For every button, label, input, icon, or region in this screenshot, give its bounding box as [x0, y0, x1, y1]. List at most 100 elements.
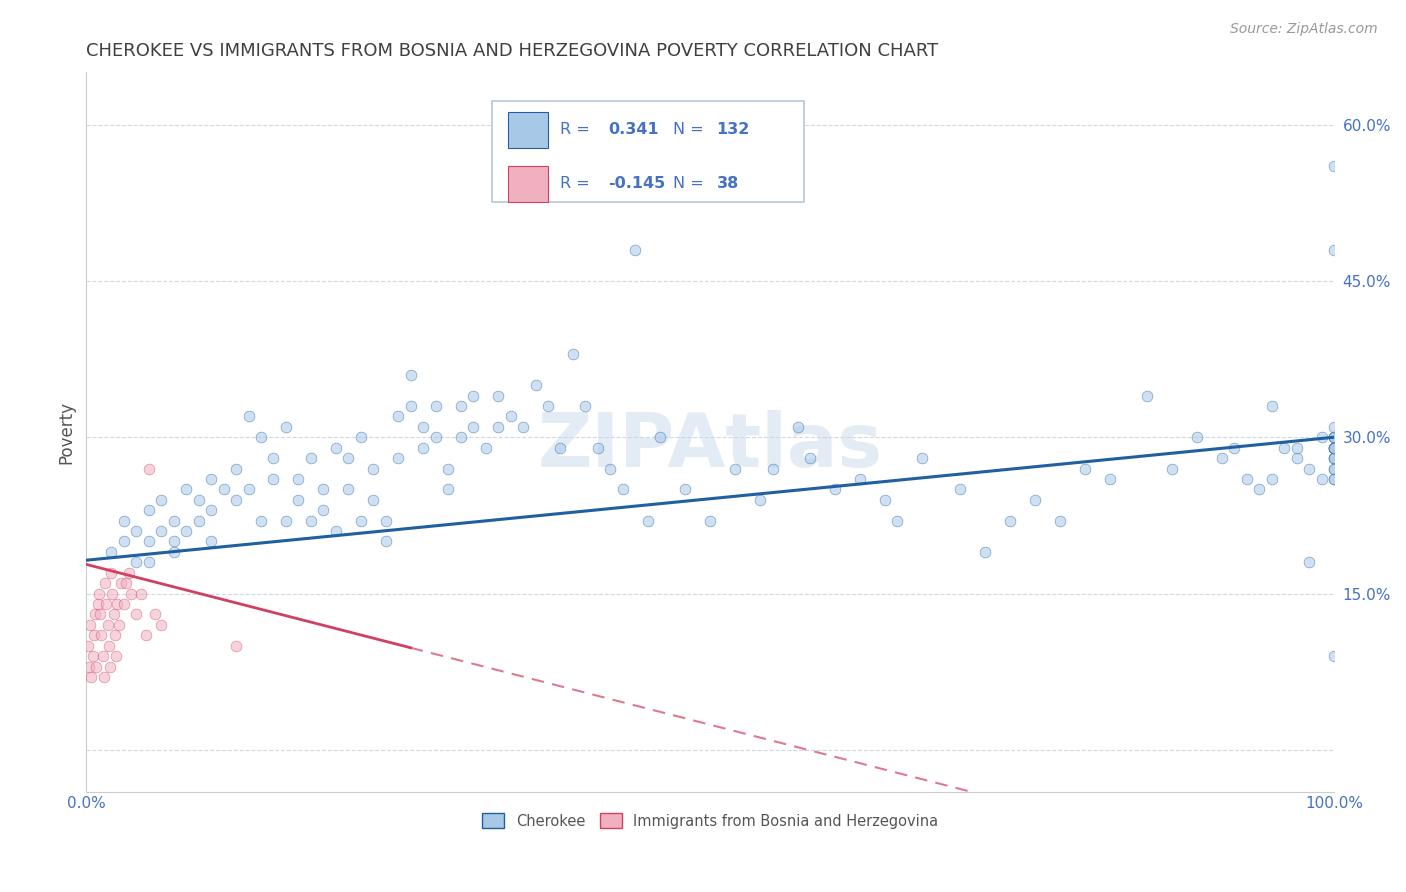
- Point: [80, 670, 103, 684]
- Point: [299, 514, 322, 528]
- Point: [163, 514, 186, 528]
- Point: [1161, 461, 1184, 475]
- Point: [112, 514, 135, 528]
- Point: [1098, 472, 1121, 486]
- Point: [624, 243, 647, 257]
- Point: [263, 472, 285, 486]
- Point: [238, 409, 260, 424]
- Point: [100, 566, 122, 580]
- Point: [100, 545, 122, 559]
- Point: [637, 514, 659, 528]
- Text: N =: N =: [673, 122, 703, 137]
- Point: [412, 441, 434, 455]
- Point: [337, 451, 360, 466]
- Point: [849, 472, 872, 486]
- Point: [79, 617, 101, 632]
- Point: [287, 492, 309, 507]
- Point: [150, 492, 173, 507]
- Point: [187, 492, 209, 507]
- Text: Source: ZipAtlas.com: Source: ZipAtlas.com: [1230, 22, 1378, 37]
- Point: [250, 514, 273, 528]
- Point: [112, 534, 135, 549]
- Point: [225, 492, 247, 507]
- Point: [1323, 430, 1346, 444]
- Point: [425, 430, 447, 444]
- Point: [1136, 388, 1159, 402]
- Point: [1323, 159, 1346, 173]
- Point: [524, 378, 547, 392]
- FancyBboxPatch shape: [492, 101, 804, 202]
- Point: [537, 399, 560, 413]
- Point: [96, 597, 118, 611]
- Point: [163, 545, 186, 559]
- Point: [274, 514, 297, 528]
- Point: [1323, 441, 1346, 455]
- Point: [1285, 441, 1308, 455]
- Point: [150, 524, 173, 538]
- Point: [1323, 430, 1346, 444]
- Point: [762, 461, 785, 475]
- Point: [103, 607, 125, 622]
- Text: 0.341: 0.341: [607, 122, 658, 137]
- Legend: Cherokee, Immigrants from Bosnia and Herzegovina: Cherokee, Immigrants from Bosnia and Her…: [477, 807, 945, 835]
- Point: [174, 483, 197, 497]
- Text: R =: R =: [561, 122, 591, 137]
- Point: [112, 597, 135, 611]
- Point: [299, 451, 322, 466]
- Point: [450, 430, 472, 444]
- Point: [104, 628, 127, 642]
- Point: [325, 441, 347, 455]
- Point: [250, 430, 273, 444]
- Point: [1310, 430, 1333, 444]
- Point: [1185, 430, 1208, 444]
- Point: [1024, 492, 1046, 507]
- Point: [873, 492, 896, 507]
- Point: [312, 483, 335, 497]
- Point: [238, 483, 260, 497]
- Point: [138, 534, 160, 549]
- Point: [82, 649, 104, 664]
- Text: -0.145: -0.145: [607, 177, 665, 192]
- Text: ZIPAtlas: ZIPAtlas: [537, 410, 883, 483]
- Point: [550, 441, 572, 455]
- Point: [463, 419, 485, 434]
- Point: [89, 607, 111, 622]
- Point: [1323, 243, 1346, 257]
- Point: [125, 555, 148, 569]
- Point: [1261, 399, 1284, 413]
- Point: [1323, 441, 1346, 455]
- Point: [187, 514, 209, 528]
- Point: [84, 607, 107, 622]
- Point: [200, 534, 222, 549]
- Point: [399, 399, 422, 413]
- Point: [586, 441, 609, 455]
- Point: [387, 451, 409, 466]
- Point: [437, 461, 460, 475]
- Point: [387, 409, 409, 424]
- Point: [350, 430, 373, 444]
- Point: [86, 597, 108, 611]
- Point: [1323, 472, 1346, 486]
- FancyBboxPatch shape: [508, 112, 548, 147]
- Point: [115, 576, 138, 591]
- Point: [77, 659, 100, 673]
- Point: [786, 419, 808, 434]
- Point: [125, 607, 148, 622]
- Point: [799, 451, 821, 466]
- Text: CHEROKEE VS IMMIGRANTS FROM BOSNIA AND HERZEGOVINA POVERTY CORRELATION CHART: CHEROKEE VS IMMIGRANTS FROM BOSNIA AND H…: [86, 42, 939, 60]
- Point: [1298, 461, 1320, 475]
- Point: [138, 503, 160, 517]
- Point: [143, 607, 166, 622]
- Point: [1249, 483, 1271, 497]
- Point: [699, 514, 721, 528]
- Point: [1323, 461, 1346, 475]
- Point: [1323, 472, 1346, 486]
- Text: R =: R =: [561, 177, 591, 192]
- Point: [274, 419, 297, 434]
- Point: [129, 586, 152, 600]
- Point: [1211, 451, 1233, 466]
- Point: [399, 368, 422, 382]
- Point: [93, 670, 115, 684]
- Point: [363, 461, 385, 475]
- Point: [107, 597, 129, 611]
